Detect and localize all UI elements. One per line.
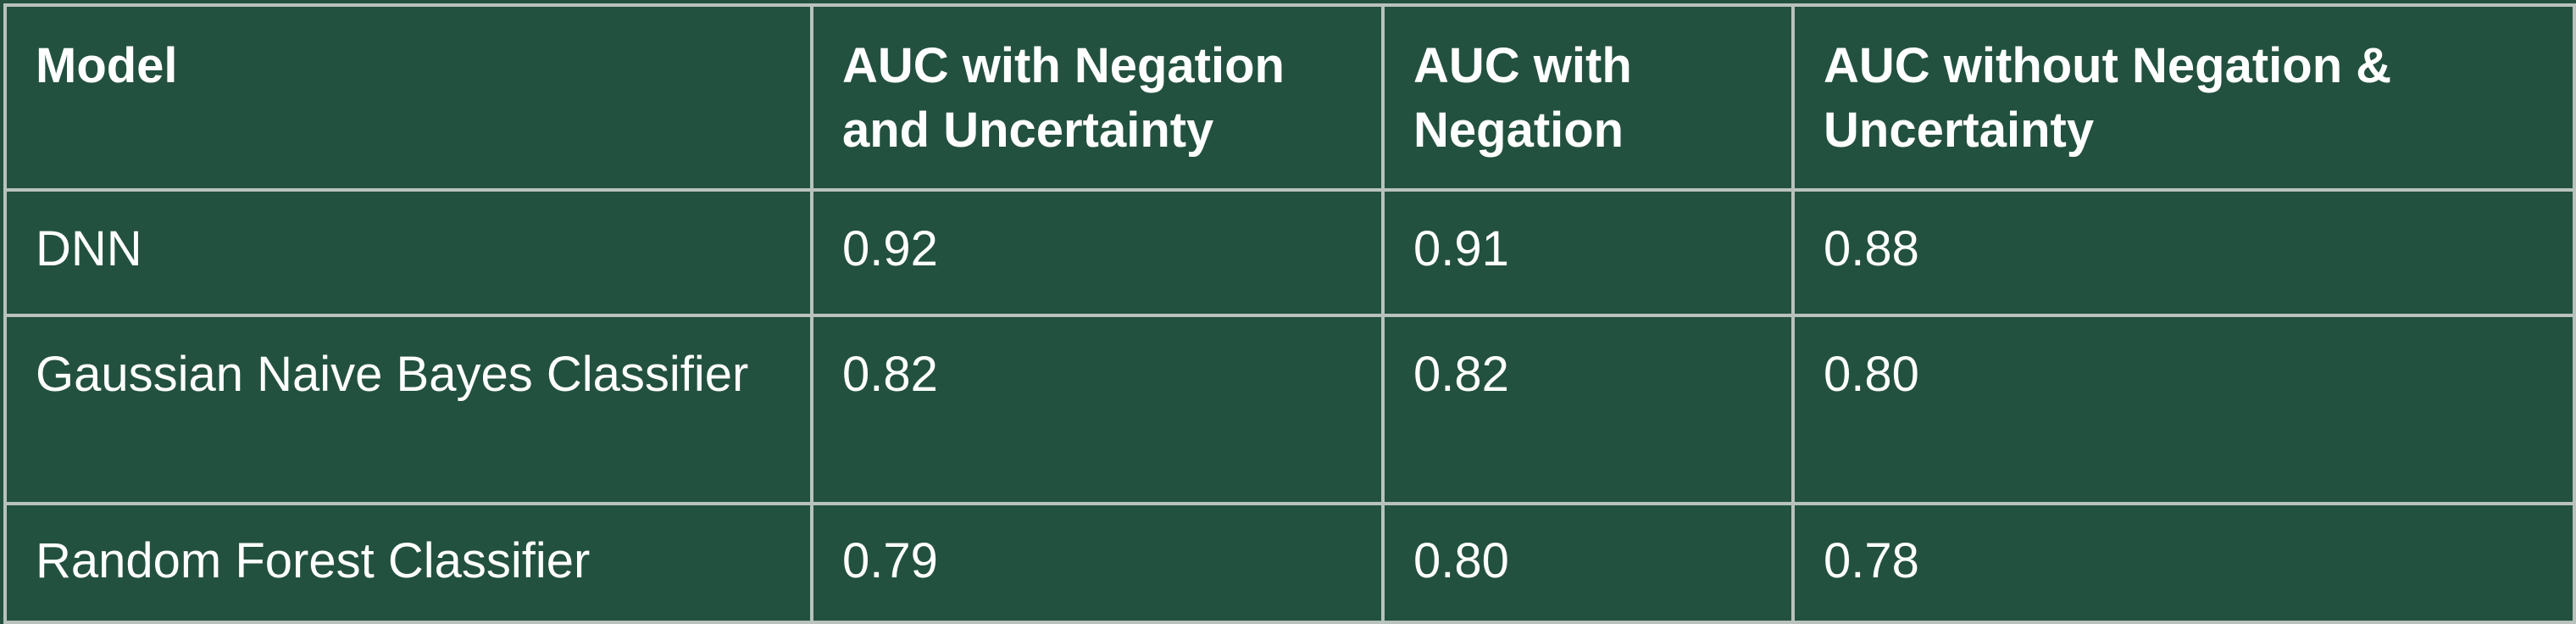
auc-negation-uncertainty-cell: 0.82	[810, 314, 1385, 505]
table-row: DNN 0.92 0.91 0.88	[3, 188, 2576, 317]
header-model: Model	[3, 3, 813, 192]
header-auc-negation: AUC with Negation	[1381, 3, 1795, 192]
table-header-row: Model AUC with Negation and Uncertainty …	[3, 3, 2576, 192]
auc-without-cell: 0.78	[1791, 502, 2576, 624]
table-row: Gaussian Naive Bayes Classifier 0.82 0.8…	[3, 314, 2576, 505]
model-name-cell: DNN	[3, 188, 813, 317]
table-row: Random Forest Classifier 0.79 0.80 0.78	[3, 502, 2576, 624]
auc-negation-uncertainty-cell: 0.92	[810, 188, 1385, 317]
model-name-cell: Random Forest Classifier	[3, 502, 813, 624]
header-auc-negation-uncertainty: AUC with Negation and Uncertainty	[810, 3, 1385, 192]
auc-negation-cell: 0.80	[1381, 502, 1795, 624]
auc-negation-uncertainty-cell: 0.79	[810, 502, 1385, 624]
model-name-cell: Gaussian Naive Bayes Classifier	[3, 314, 813, 505]
auc-without-cell: 0.80	[1791, 314, 2576, 505]
results-table: Model AUC with Negation and Uncertainty …	[3, 3, 2576, 624]
auc-negation-cell: 0.82	[1381, 314, 1795, 505]
auc-negation-cell: 0.91	[1381, 188, 1795, 317]
header-auc-without-negation-uncertainty: AUC without Negation & Uncertainty	[1791, 3, 2576, 192]
auc-without-cell: 0.88	[1791, 188, 2576, 317]
